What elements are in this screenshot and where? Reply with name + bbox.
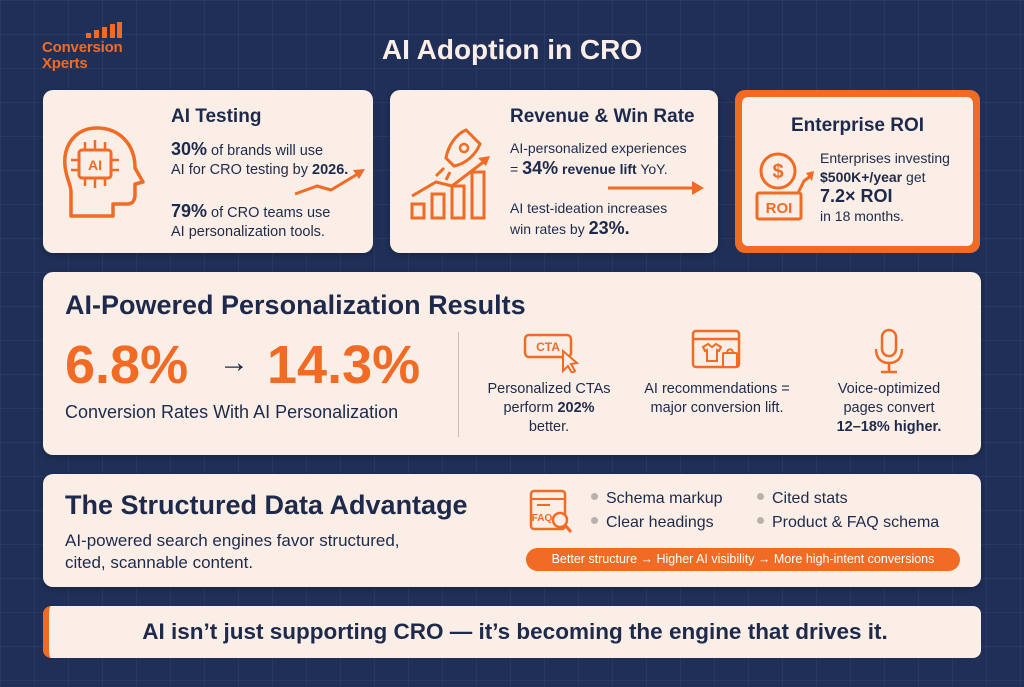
structured-data-section: The Structured Data Advantage AI-powered… <box>43 474 981 587</box>
conversion-rate-after: 14.3% <box>267 335 421 395</box>
microphone-icon <box>874 328 904 374</box>
win-rate-text: AI test-ideation increases win rates by … <box>510 200 668 238</box>
bullet-cited-stats: Cited stats <box>757 490 848 508</box>
brand-logo: Conversion Xperts <box>42 22 152 78</box>
personalization-title: AI-Powered Personalization Results <box>65 290 526 320</box>
logo-text: Conversion Xperts <box>42 39 123 72</box>
dollar-roi-icon: $ ROI <box>755 152 814 221</box>
shopping-recommendation-icon <box>691 329 741 369</box>
arrow-right-icon: → <box>219 346 249 379</box>
enterprise-roi-text: Enterprises investing $500K+/year get 7.… <box>820 150 950 224</box>
feature-ai-recommendations: AI recommendations = major conversion li… <box>637 326 797 418</box>
ai-testing-card: AI AI Testing 30% of brands will use AI … <box>43 90 373 253</box>
revenue-win-rate-title: Revenue & Win Rate <box>510 106 695 127</box>
page-title: AI Adoption in CRO <box>381 34 643 65</box>
ai-testing-stat-brands: 30% of brands will use AI for CRO testin… <box>171 139 349 179</box>
ai-testing-title: AI Testing <box>171 106 262 127</box>
conclusion-text: AI isn’t just supporting CRO — it’s beco… <box>142 619 888 644</box>
feature-voice-optimized: Voice-optimized pages convert 12–18% hig… <box>809 326 969 437</box>
bullet-schema-markup: Schema markup <box>591 490 723 508</box>
feature-personalized-ctas: CTA Personalized CTAs perform 202% bette… <box>469 326 629 437</box>
bullet-clear-headings: Clear headings <box>591 514 714 532</box>
svg-text:ROI: ROI <box>766 200 793 217</box>
ai-testing-stat-teams: 79% of CRO teams use AI personalization … <box>171 201 331 241</box>
conversion-rate-before: 6.8% <box>65 335 189 395</box>
rocket-growth-icon <box>410 128 490 220</box>
structure-flow-pill: Better structure → Higher AI visibility … <box>526 548 960 571</box>
structured-data-title: The Structured Data Advantage <box>65 490 468 520</box>
svg-text:$: $ <box>772 161 783 183</box>
cta-cursor-icon: CTA <box>523 333 579 373</box>
arrow-right-icon <box>608 181 704 195</box>
revenue-lift-text: AI-personalized experiences = 34% revenu… <box>510 140 687 178</box>
personalization-subtitle: Conversion Rates With AI Personalization <box>65 402 399 422</box>
svg-text:AI: AI <box>88 157 102 173</box>
svg-text:CTA: CTA <box>536 340 560 354</box>
enterprise-roi-card: Enterprise ROI $ ROI Enterprises investi… <box>735 90 980 253</box>
section-divider <box>458 332 459 437</box>
structured-data-subtitle: AI-powered search engines favor structur… <box>65 531 400 572</box>
personalization-results-section: AI-Powered Personalization Results 6.8% … <box>43 272 981 455</box>
revenue-win-rate-card: Revenue & Win Rate AI-personalized exper… <box>390 90 718 253</box>
enterprise-roi-title: Enterprise ROI <box>790 115 925 136</box>
conclusion-banner: AI isn’t just supporting CRO — it’s beco… <box>43 606 981 658</box>
trend-up-arrow-icon <box>294 169 365 196</box>
bar-chart-logo-icon <box>86 22 122 38</box>
ai-head-icon: AI <box>63 126 145 218</box>
bullet-product-faq-schema: Product & FAQ schema <box>757 514 939 532</box>
faq-search-icon: FAQ <box>529 489 573 533</box>
svg-text:FAQ: FAQ <box>532 513 553 524</box>
